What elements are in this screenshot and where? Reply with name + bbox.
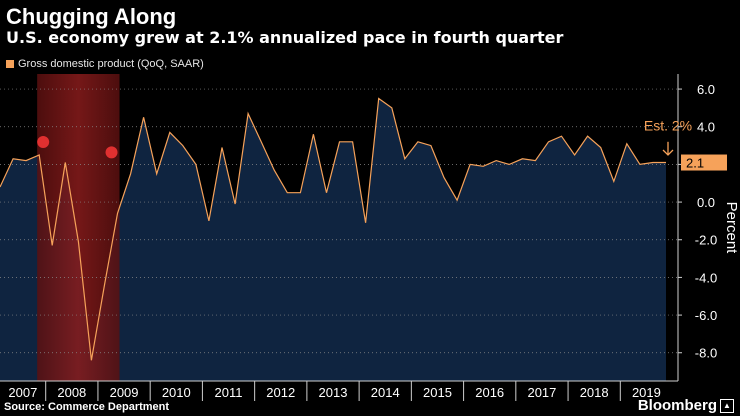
x-tick-label: 2010 [162, 385, 191, 400]
y-tick-label: 0.0 [697, 195, 715, 210]
last-value-label: 2.1 [686, 156, 704, 171]
x-tick-label: 2018 [580, 385, 609, 400]
legend-swatch [6, 60, 14, 68]
x-tick-label: 2014 [371, 385, 400, 400]
y-tick-label: -6.0 [695, 308, 717, 323]
y-tick-label: 4.0 [697, 120, 715, 135]
gdp-line [0, 97, 666, 361]
chart-subtitle: U.S. economy grew at 2.1% annualized pac… [6, 28, 564, 47]
y-axis-label: Percent [723, 202, 740, 255]
source-note: Source: Commerce Department [4, 401, 170, 413]
last-value-tag [681, 154, 727, 171]
recession-marker-icon [37, 135, 50, 148]
brand-logo: Bloomberg ▲ [638, 397, 734, 414]
recession-marker-icon [105, 146, 118, 159]
x-tick-label: 2017 [527, 385, 556, 400]
x-tick-label: 2019 [632, 385, 661, 400]
x-tick-label: 2015 [423, 385, 452, 400]
y-tick-label: 6.0 [697, 82, 715, 97]
y-tick-label: -4.0 [695, 270, 717, 285]
x-tick-label: 2013 [319, 385, 348, 400]
annotation-text: Est. 2% [644, 118, 692, 134]
x-tick-label: 2011 [215, 385, 243, 400]
x-tick-label: 2009 [110, 385, 139, 400]
x-tick-label: 2016 [475, 385, 504, 400]
y-tick-label: -8.0 [695, 346, 717, 361]
x-tick-label: 2008 [57, 385, 86, 400]
x-tick-label: 2012 [266, 385, 295, 400]
chart-title: Chugging Along [6, 4, 177, 29]
brand-icon: ▲ [720, 398, 734, 413]
annotation-arrow-icon [662, 149, 674, 156]
x-tick-label: 2007 [8, 385, 37, 400]
legend: Gross domestic product (QoQ, SAAR) [6, 58, 204, 70]
y-tick-label: -2.0 [695, 233, 717, 248]
recession-band [37, 74, 120, 381]
brand-name: Bloomberg [637, 397, 717, 414]
legend-label: Gross domestic product (QoQ, SAAR) [18, 58, 204, 70]
